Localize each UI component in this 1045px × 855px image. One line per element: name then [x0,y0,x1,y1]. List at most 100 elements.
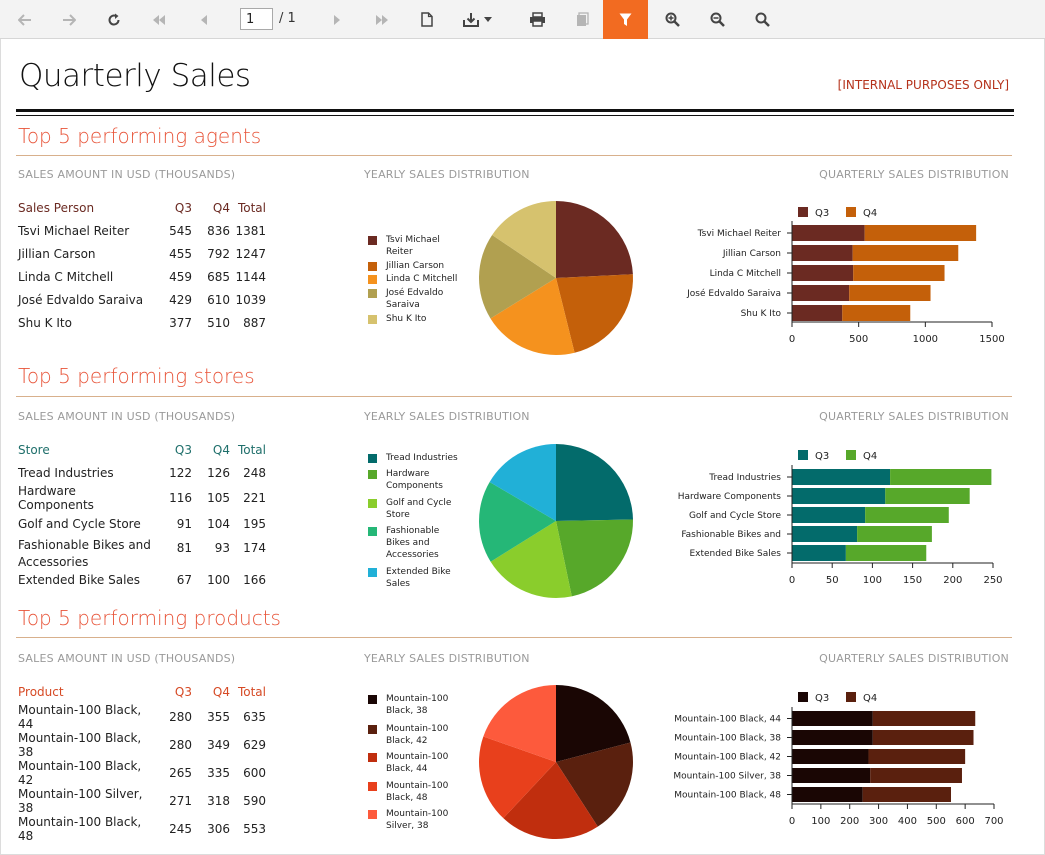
agents-table: Sales Person Q3 Q4 Total Tsvi Michael Re… [16,196,268,334]
zoom-in-button[interactable] [655,0,689,39]
legend-swatch [368,568,377,577]
cell-q4: 349 [207,738,230,752]
x-tick-label: 50 [826,575,839,586]
bar-segment [872,730,974,745]
bar-segment [870,768,962,783]
legend-label: Q3 [815,451,829,462]
pie-legend-item: Mountain-100 Black, 48 [368,780,456,804]
back-button[interactable] [8,0,42,39]
legend-label: Extended Bike Sales [386,567,451,589]
legend-swatch [368,454,377,463]
x-tick-label: 0 [789,816,795,827]
search-button[interactable] [745,0,779,39]
category-label: Tsvi Michael Reiter [697,229,782,239]
pie-slice [489,444,556,521]
pie-slice [503,762,598,839]
legend-swatch [798,207,808,217]
pie-legend-item: Extended Bike Sales [368,566,461,590]
copy-icon [576,12,589,26]
legend-label: Tsvi Michael Reiter [386,235,440,257]
pie-slice [556,201,633,278]
legend-label: Q4 [863,451,877,462]
export-button[interactable] [455,0,499,39]
table-row: Fashionable Bikes and Accessories 81 93 174 [16,535,268,571]
category-label: Mountain-100 Black, 42 [674,753,781,763]
pie-caption: YEARLY SALES DISTRIBUTION [364,168,530,181]
bar-segment [792,526,858,542]
next-page-icon [334,14,340,25]
legend-swatch [368,725,377,734]
cell-q4: 93 [214,541,230,555]
legend-label: Mountain-100 Black, 44 [386,752,449,774]
cell-q4: 685 [207,269,230,284]
pie-slice [556,519,633,597]
category-label: Golf and Cycle Store [689,511,782,521]
x-tick-label: 100 [863,575,882,586]
bar-segment [872,711,976,726]
first-page-button[interactable] [142,0,176,39]
zoom-out-icon [710,12,725,27]
filter-icon [619,13,632,26]
x-tick-label: 300 [869,816,888,827]
pie-slice [490,278,575,355]
cell-total: 887 [243,315,266,330]
legend-label: Hardware Components [386,469,443,491]
cell-q4: 792 [207,246,230,261]
category-label: Shu K Ito [741,309,782,319]
prev-page-button[interactable] [187,0,221,39]
next-page-button[interactable] [320,0,354,39]
pie-legend-item: Shu K Ito [368,313,461,325]
title-rule-thin [16,115,1014,116]
category-label: Linda C Mitchell [710,269,781,279]
x-tick-label: 500 [849,334,868,345]
header-name: Sales Person [18,200,95,215]
cell-q4: 126 [207,465,230,480]
cell-name: Hardware Components [18,484,94,512]
search-icon [755,12,770,27]
bar-segment [792,265,854,281]
print-button[interactable] [520,0,554,39]
bar-segment [864,225,977,241]
bar-segment [865,507,949,523]
zoom-in-icon [665,12,680,27]
category-label: Mountain-100 Silver, 38 [673,772,781,782]
x-tick-label: 0 [789,575,795,586]
section-rule [16,155,1012,156]
legend-label: José Edvaldo Saraiva [386,288,444,310]
bar-segment [885,488,970,504]
bar-segment [792,787,863,802]
document-map-button[interactable] [410,0,444,39]
legend-swatch [846,450,856,460]
legend-swatch [368,695,377,704]
table-caption: SALES AMOUNT IN USD (THOUSANDS) [18,168,236,181]
cell-name: Mountain-100 Silver, 38 [18,787,143,815]
cell-name: Jillian Carson [18,246,96,261]
x-tick-label: 600 [956,816,975,827]
refresh-button[interactable] [97,0,131,39]
bar-segment [868,749,966,764]
header-total: Total [237,684,266,699]
parameters-filter-button[interactable] [603,0,648,39]
zoom-out-button[interactable] [700,0,734,39]
legend-swatch [368,810,377,819]
bar-segment [792,545,846,561]
cell-total: 1247 [235,246,266,261]
cell-q3: 265 [169,766,192,780]
cell-name: Tread Industries [18,465,114,480]
cell-name: Mountain-100 Black, 44 [18,703,142,731]
report-title: Quarterly Sales [19,58,251,94]
legend-label: Q3 [815,693,829,704]
cell-name: Mountain-100 Black, 48 [18,815,142,843]
last-page-button[interactable] [365,0,399,39]
page-number-input[interactable] [240,8,273,30]
cell-total: 1144 [235,269,266,284]
cell-q4: 355 [207,710,230,724]
bar-segment [852,245,959,261]
cell-q3: 122 [169,465,192,480]
forward-button[interactable] [52,0,86,39]
bar-segment [792,305,843,321]
cell-q3: 377 [169,315,192,330]
pie-slice [479,736,556,819]
table-row: Mountain-100 Black, 42 265 335 600 [16,759,268,787]
copy-button[interactable] [565,0,599,39]
